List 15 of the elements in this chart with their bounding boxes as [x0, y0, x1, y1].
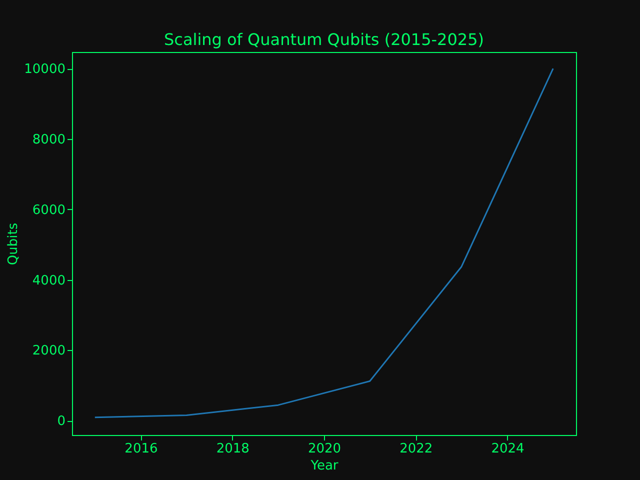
chart-title: Scaling of Quantum Qubits (2015-2025)	[164, 30, 484, 49]
y-tick-label: 8000	[32, 132, 66, 148]
y-tick-label: 0	[57, 414, 66, 430]
line-series	[94, 68, 554, 418]
y-tick-label: 6000	[32, 202, 66, 218]
y-tick-label: 4000	[32, 273, 66, 288]
x-tick-label: 2016	[124, 442, 158, 456]
x-tick-label: 2024	[491, 442, 524, 456]
x-tick-label: 2020	[308, 442, 342, 456]
x-tick-label: 2018	[216, 442, 250, 456]
x-tick-label: 2022	[400, 442, 433, 456]
y-axis-title: Qubits	[6, 222, 22, 266]
y-tick-label: 2000	[32, 344, 66, 359]
y-tick-label: 10000	[24, 62, 66, 78]
x-axis-title: Year	[310, 458, 339, 474]
